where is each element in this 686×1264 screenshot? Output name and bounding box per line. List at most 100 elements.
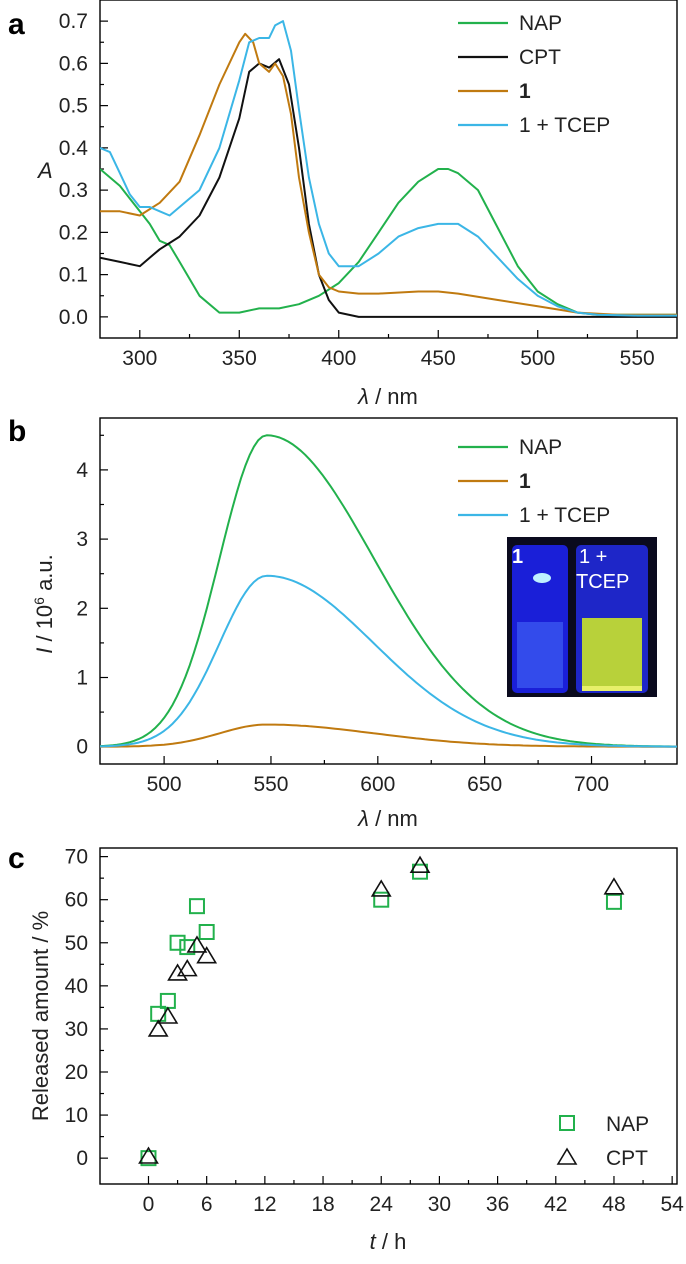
panel-c-ytick-label: 50: [65, 932, 88, 955]
cpt-data-point: [409, 855, 431, 874]
panel-a-ytick-label: 0.5: [59, 95, 88, 118]
panel-b-ylabel: I / 106 a.u.: [31, 554, 57, 654]
panel-b-letter: b: [8, 415, 26, 448]
cpt-data-point: [138, 1146, 159, 1164]
cpt-data-point: [167, 963, 188, 981]
panel-c-xlabel: t / h: [370, 1229, 407, 1254]
panel-c-ytick-label: 10: [65, 1104, 88, 1127]
panel-c-ytick-label: 60: [65, 889, 88, 912]
inset-label-1plus: 1 +: [579, 546, 607, 568]
panel-b-ytick-label: 4: [76, 459, 88, 482]
panel-c-xtick-label: 0: [143, 1193, 155, 1216]
inset-label-tcep: TCEP: [576, 571, 629, 593]
panel-b-xtick-label: 500: [147, 773, 182, 796]
series-1-emission-line: [100, 723, 677, 748]
nap-data-point: [188, 898, 205, 915]
panel-c-xtick-label: 36: [486, 1193, 509, 1216]
panel-c: c 0 6 12 18 24 30 36 42 48 54 0 10 20 30 40 50 60 70 Rele…: [8, 842, 684, 1254]
legend-c-cpt-label: CPT: [606, 1147, 648, 1170]
panel-a-legend: NAP CPT 1 1 + TCEP: [458, 12, 610, 137]
panel-c-legend: NAP CPT: [556, 1113, 649, 1170]
panel-a-xlabel: λ / nm: [357, 384, 418, 409]
legend-b-1tcep-label: 1 + TCEP: [519, 504, 610, 527]
vial-left-glint: [533, 573, 551, 583]
series-nap-emission-line: [100, 434, 677, 748]
panel-a-ytick-label: 0.2: [59, 221, 88, 244]
panel-b-xtick-label: 550: [253, 773, 288, 796]
legend-a-nap-label: NAP: [519, 12, 562, 35]
panel-c-xtick-label: 48: [602, 1193, 625, 1216]
panel-a-ytick-label: 0.7: [59, 10, 88, 33]
legend-c-cpt-marker: [556, 1147, 578, 1165]
cpt-data-point: [186, 935, 208, 953]
panel-a-xtick-label: 350: [222, 347, 257, 370]
cpt-data-point: [176, 959, 198, 977]
panel-a-ytick-label: 0.0: [59, 306, 88, 329]
panel-a-xtick-label: 550: [620, 347, 655, 370]
panel-b-xtick-label: 700: [574, 773, 609, 796]
panel-a-ylabel: A: [36, 158, 53, 183]
legend-a-cpt-label: CPT: [519, 46, 561, 69]
panel-c-ytick-label: 40: [65, 975, 88, 998]
nap-data-point: [198, 924, 215, 940]
panel-c-ytick-label: 20: [65, 1061, 88, 1084]
panel-a-ytick-label: 0.1: [59, 264, 88, 287]
series-1-tcep-line: [100, 20, 677, 317]
panel-b-xtick-label: 650: [467, 773, 502, 796]
legend-a-1tcep-label: 1 + TCEP: [519, 114, 610, 137]
panel-c-ytick-label: 70: [65, 846, 88, 869]
vial-right-base: [582, 686, 642, 691]
panel-a-xtick-label: 450: [421, 347, 456, 370]
panel-c-xtick-label: 30: [428, 1193, 451, 1216]
legend-c-nap-label: NAP: [606, 1113, 649, 1136]
panel-a-ytick-label: 0.3: [59, 179, 88, 202]
panel-a-xtick-label: 400: [321, 347, 356, 370]
legend-a-1-label: 1: [519, 80, 531, 103]
nap-data-point: [179, 939, 196, 956]
nap-data-point: [150, 1005, 167, 1022]
cpt-data-point: [157, 1006, 179, 1024]
cpt-data-point: [196, 946, 218, 964]
legend-c-nap-marker: [559, 1115, 575, 1131]
panel-b-ytick-label: 3: [76, 528, 88, 551]
panel-c-ylabel: Released amount / %: [28, 911, 53, 1121]
panel-c-xtick-label: 6: [201, 1193, 213, 1216]
panel-c-xtick-label: 54: [660, 1193, 684, 1216]
nap-data-point: [169, 934, 186, 951]
vial-left-liquid: [517, 622, 563, 688]
nap-data-point: [159, 992, 176, 1009]
legend-b-1-label: 1: [519, 470, 531, 493]
panel-b-xtick-label: 600: [360, 773, 395, 796]
panel-b-xlabel: λ / nm: [357, 806, 418, 831]
nap-data-point: [605, 893, 622, 910]
cpt-data-point: [370, 879, 392, 897]
series-cpt-line: [100, 58, 677, 318]
panel-b-ytick-label: 0: [76, 736, 88, 759]
panel-c-letter: c: [8, 842, 25, 875]
series-nap-line: [100, 168, 677, 316]
panel-c-ytick-label: 0: [76, 1147, 88, 1170]
panel-a: a 300 350 400 450 500 550 0.0 0.1 0.2 0.3 0.4 0.5 0.…: [8, 0, 678, 409]
panel-b: b 500 550 600 650 700 0 1 2 3 4 I / 106 a.u. λ / …: [8, 415, 678, 831]
panel-c-xtick-label: 42: [544, 1193, 567, 1216]
panel-a-ytick-label: 0.4: [59, 137, 89, 160]
panel-b-frame: [99, 417, 678, 765]
panel-b-ytick-label: 2: [76, 597, 88, 620]
panel-a-letter: a: [8, 8, 25, 41]
panel-c-xtick-label: 24: [370, 1193, 394, 1216]
panel-c-frame: [99, 847, 678, 1185]
panel-c-ytick-label: 30: [65, 1018, 88, 1041]
panel-c-xtick-label: 12: [253, 1193, 276, 1216]
panel-b-legend: NAP 1 1 + TCEP: [458, 436, 610, 527]
panel-a-xtick-label: 500: [520, 347, 555, 370]
panel-c-xtick-label: 18: [311, 1193, 334, 1216]
nap-data-point: [373, 891, 390, 908]
vial-right-liquid: [582, 618, 642, 686]
legend-b-nap-label: NAP: [519, 436, 562, 459]
cpt-data-point: [603, 877, 625, 895]
panel-a-xtick-label: 300: [122, 347, 157, 370]
panel-b-ytick-label: 1: [76, 667, 88, 690]
series-1-tcep-emission-line: [100, 574, 677, 748]
cpt-data-point: [147, 1019, 169, 1037]
